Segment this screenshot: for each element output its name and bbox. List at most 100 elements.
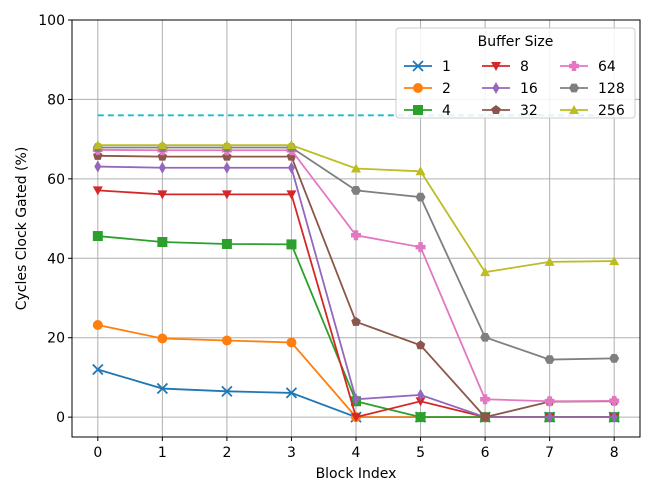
legend-item-32: 32: [482, 103, 538, 119]
data-point: [351, 413, 361, 423]
data-point: [480, 394, 491, 405]
data-point: [221, 190, 232, 200]
legend-label: 256: [598, 103, 625, 119]
data-point: [609, 354, 620, 363]
legend-label: 32: [520, 103, 538, 119]
data-point: [221, 385, 233, 397]
plot-frame: [71, 19, 641, 438]
y-axis-label: Cycles Clock Gated (%): [14, 147, 30, 311]
data-point: [286, 190, 297, 200]
x-tick-label: 1: [158, 445, 167, 461]
data-point: [285, 387, 298, 399]
data-point: [351, 316, 361, 326]
data-point: [480, 412, 490, 422]
y-tick-label: 40: [47, 251, 65, 267]
data-point: [569, 61, 579, 71]
data-point: [223, 161, 231, 174]
series-group: [92, 140, 620, 424]
data-point: [415, 412, 426, 423]
data-point: [351, 230, 361, 241]
data-point: [415, 166, 426, 176]
x-axis-label: Block Index: [316, 466, 397, 482]
data-point: [286, 239, 297, 250]
data-point: [157, 151, 168, 161]
data-point: [93, 150, 103, 160]
legend-item-8: 8: [482, 59, 529, 75]
data-point: [158, 161, 166, 174]
y-axis-ticks: 0 20 40 60 80 100: [38, 13, 72, 426]
data-point: [480, 332, 491, 342]
data-point: [92, 186, 103, 196]
data-point: [569, 83, 579, 93]
x-tick-label: 4: [352, 445, 361, 461]
y-tick-label: 100: [38, 13, 65, 29]
legend-label: 16: [520, 81, 538, 97]
legend-item-16: 16: [482, 81, 538, 97]
legend-item-128: 128: [560, 81, 625, 97]
y-tick-label: 80: [47, 92, 65, 108]
series-256: [92, 140, 620, 277]
data-point: [92, 231, 103, 242]
data-point: [544, 396, 555, 407]
legend-item-4: 4: [404, 103, 451, 119]
data-point: [92, 363, 104, 376]
data-point: [92, 320, 103, 331]
data-point: [544, 355, 555, 364]
legend-item-256: 256: [560, 103, 625, 119]
x-axis-ticks: 0 1 2 3 4 5 6 7 8: [93, 437, 619, 461]
data-point: [415, 192, 426, 202]
data-point: [157, 190, 168, 200]
x-tick-label: 5: [416, 445, 425, 461]
legend-items: 1 2 4 8 16 32 64 128 256: [404, 59, 625, 119]
x-tick-label: 0: [93, 445, 102, 461]
data-point: [351, 186, 361, 195]
data-point: [222, 151, 232, 161]
data-point: [156, 382, 169, 395]
legend-box: [395, 27, 636, 119]
data-point: [352, 393, 360, 406]
data-point: [286, 140, 297, 150]
data-point: [157, 140, 168, 150]
series-128: [92, 143, 620, 364]
legend-label: 4: [442, 103, 451, 119]
y-tick-label: 60: [47, 172, 65, 188]
data-point: [157, 237, 168, 248]
data-point: [92, 140, 103, 150]
legend: Buffer Size 1 2 4 8 16 32 64 128 256: [395, 27, 636, 119]
data-point: [569, 105, 579, 114]
data-point: [491, 62, 501, 71]
data-point: [491, 105, 501, 115]
data-point: [546, 411, 554, 424]
data-point: [609, 256, 620, 266]
data-point: [610, 411, 618, 424]
data-point: [480, 267, 491, 277]
x-tick-label: 3: [287, 445, 296, 461]
data-point: [94, 160, 102, 173]
x-tick-label: 2: [222, 445, 231, 461]
legend-label: 128: [598, 81, 625, 97]
data-point: [417, 388, 425, 401]
x-tick-label: 8: [610, 445, 619, 461]
data-point: [221, 335, 232, 346]
data-point: [415, 397, 426, 407]
data-point: [544, 256, 555, 266]
legend-label: 64: [598, 59, 616, 75]
data-point: [609, 395, 620, 406]
data-point: [351, 163, 361, 173]
data-point: [415, 242, 426, 253]
legend-title: Buffer Size: [478, 34, 554, 50]
data-point: [415, 340, 426, 350]
y-tick-label: 20: [47, 331, 65, 347]
data-point: [286, 337, 297, 348]
y-tick-label: 0: [56, 410, 65, 426]
legend-item-64: 64: [560, 59, 616, 75]
legend-item-2: 2: [404, 81, 451, 97]
data-point: [492, 82, 500, 94]
x-tick-label: 7: [545, 445, 554, 461]
legend-item-1: 1: [404, 59, 451, 75]
data-point: [287, 161, 295, 174]
legend-label: 2: [442, 81, 451, 97]
data-point: [413, 83, 423, 93]
data-point: [412, 60, 424, 72]
